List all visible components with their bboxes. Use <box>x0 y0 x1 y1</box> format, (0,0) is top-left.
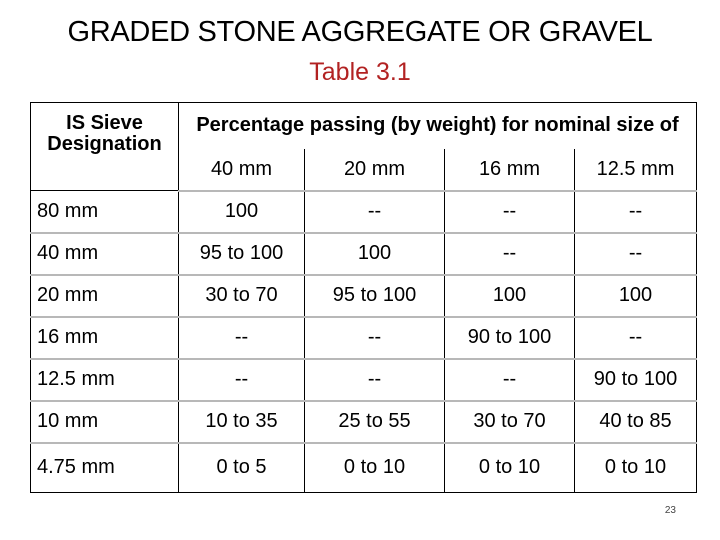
value-cell: -- <box>304 190 445 234</box>
sieve-cell: 10 mm <box>30 400 179 444</box>
page-number: 23 <box>664 505 676 516</box>
value-cell: 25 to 55 <box>304 400 445 444</box>
table-caption: Table 3.1 <box>309 58 411 86</box>
sieve-cell: 4.75 mm <box>30 442 179 493</box>
value-cell: 0 to 10 <box>304 442 445 493</box>
value-cell: 0 to 10 <box>574 442 697 493</box>
sieve-cell: 20 mm <box>30 274 179 318</box>
value-cell: -- <box>444 358 575 402</box>
value-cell: 95 to 100 <box>178 232 305 276</box>
value-cell: -- <box>444 232 575 276</box>
table-row: 20 mm 30 to 70 95 to 100 100 100 <box>30 274 697 318</box>
value-cell: 100 <box>574 274 697 318</box>
value-cell: -- <box>178 316 305 360</box>
value-cell: 0 to 10 <box>444 442 575 493</box>
table-row: 12.5 mm -- -- -- 90 to 100 <box>30 358 697 402</box>
table-row: 10 mm 10 to 35 25 to 55 30 to 70 40 to 8… <box>30 400 697 444</box>
value-cell: 100 <box>304 232 445 276</box>
value-cell: 95 to 100 <box>304 274 445 318</box>
value-cell: 30 to 70 <box>178 274 305 318</box>
value-cell: 30 to 70 <box>444 400 575 444</box>
sieve-cell: 12.5 mm <box>30 358 179 402</box>
size-header-20mm: 20 mm <box>304 148 445 192</box>
page-title: GRADED STONE AGGREGATE OR GRAVEL <box>67 16 653 48</box>
gradation-table: IS Sieve Designation Percentage passing … <box>30 102 697 493</box>
table-row: 80 mm 100 -- -- -- <box>30 190 697 234</box>
size-header-12-5mm: 12.5 mm <box>574 148 697 192</box>
value-cell: 40 to 85 <box>574 400 697 444</box>
value-cell: 90 to 100 <box>444 316 575 360</box>
table-row: 16 mm -- -- 90 to 100 -- <box>30 316 697 360</box>
sieve-cell: 16 mm <box>30 316 179 360</box>
value-cell: 100 <box>444 274 575 318</box>
value-cell: 10 to 35 <box>178 400 305 444</box>
value-cell: -- <box>574 316 697 360</box>
value-cell: -- <box>304 358 445 402</box>
value-cell: 0 to 5 <box>178 442 305 493</box>
table-row: 4.75 mm 0 to 5 0 to 10 0 to 10 0 to 10 <box>30 442 697 493</box>
value-cell: 90 to 100 <box>574 358 697 402</box>
value-cell: -- <box>304 316 445 360</box>
value-cell: -- <box>178 358 305 402</box>
table-row: 40 mm 95 to 100 100 -- -- <box>30 232 697 276</box>
percentage-passing-header: Percentage passing (by weight) for nomin… <box>178 102 697 149</box>
sieve-designation-header: IS Sieve Designation <box>30 102 179 191</box>
size-header-16mm: 16 mm <box>444 148 575 192</box>
value-cell: -- <box>444 190 575 234</box>
sieve-cell: 80 mm <box>30 190 179 234</box>
value-cell: -- <box>574 190 697 234</box>
sieve-cell: 40 mm <box>30 232 179 276</box>
size-header-40mm: 40 mm <box>178 148 305 192</box>
value-cell: 100 <box>178 190 305 234</box>
value-cell: -- <box>574 232 697 276</box>
